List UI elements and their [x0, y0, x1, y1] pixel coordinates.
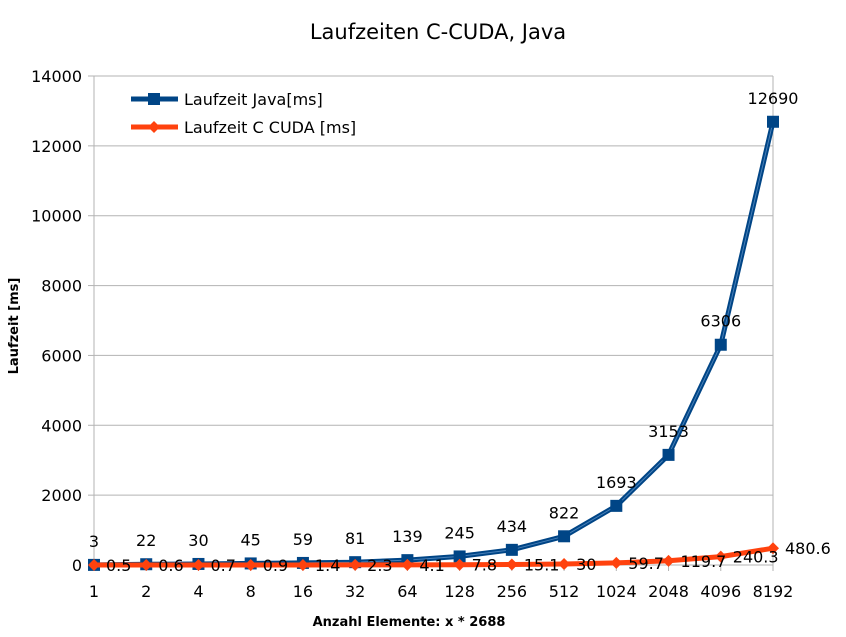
data-point-marker [401, 558, 414, 571]
data-label: 3 [89, 532, 99, 551]
y-tick-label: 6000 [41, 346, 82, 365]
y-tick-label: 12000 [31, 137, 82, 156]
x-tick-label: 128 [444, 582, 475, 601]
y-tick-label: 0 [72, 556, 82, 575]
x-tick-label: 8192 [753, 582, 794, 601]
data-point-marker [714, 338, 727, 351]
data-label: 1693 [596, 473, 637, 492]
data-label: 59 [293, 530, 313, 549]
x-tick-label: 2048 [648, 582, 689, 601]
data-label: 139 [392, 527, 423, 546]
data-point-marker [610, 499, 623, 512]
x-tick-label: 512 [549, 582, 580, 601]
legend-swatch-marker [148, 121, 160, 133]
data-label: 12690 [748, 89, 799, 108]
data-label: 22 [136, 531, 156, 550]
data-label: 6306 [700, 312, 741, 331]
chart-title: Laufzeiten C-CUDA, Java [310, 20, 566, 44]
data-label: 1.4 [315, 556, 340, 575]
data-label: 119.7 [681, 552, 727, 571]
x-tick-label: 1024 [596, 582, 637, 601]
y-axis-label: Laufzeit [ms] [7, 278, 22, 375]
data-label: 45 [241, 530, 261, 549]
data-point-marker [505, 543, 518, 556]
data-point-marker [662, 448, 675, 461]
data-point-marker [767, 542, 779, 555]
gridlines [94, 75, 773, 566]
y-tick-label: 14000 [31, 67, 82, 86]
data-label: 7.8 [472, 556, 497, 575]
data-label: 3153 [648, 422, 689, 441]
x-tick-label: 256 [497, 582, 528, 601]
data-label: 2.3 [367, 556, 392, 575]
axes [88, 75, 774, 571]
y-tick-labels: 0 2000 4000 6000 8000 10000 12000 14000 [31, 67, 82, 575]
data-label: 81 [345, 529, 365, 548]
x-tick-label: 2 [141, 582, 151, 601]
data-point-marker [296, 558, 309, 571]
data-labels: 3 22 30 45 59 81 139 245 434 822 1693 3153 6306 12690… [89, 89, 831, 575]
data-point-marker [192, 558, 205, 571]
data-point-marker [505, 558, 518, 571]
data-label: 434 [497, 517, 528, 536]
series-lines [88, 115, 779, 571]
data-label: 59.7 [628, 554, 664, 573]
series-line-highlight [93, 121, 774, 566]
legend-label: Laufzeit Java[ms] [184, 90, 323, 109]
data-label: 240.3 [733, 548, 779, 567]
x-tick-label: 4 [193, 582, 203, 601]
x-tick-label: 64 [397, 582, 417, 601]
data-label: 245 [444, 523, 475, 542]
data-point-marker [88, 558, 100, 571]
data-point-marker [558, 530, 571, 543]
x-tick-label: 16 [293, 582, 313, 601]
x-axis-label: Anzahl Elemente: x * 2688 [313, 615, 506, 630]
legend-swatch-marker [148, 93, 160, 105]
data-point-marker [349, 558, 362, 571]
data-point-marker [140, 558, 153, 571]
data-label: 30 [576, 555, 596, 574]
data-point-marker [610, 556, 623, 569]
x-tick-label: 4096 [700, 582, 741, 601]
data-label: 480.6 [785, 539, 831, 558]
data-point-marker [453, 550, 466, 563]
series-line [93, 121, 776, 568]
data-label: 0.7 [210, 556, 235, 575]
data-label: 822 [549, 503, 580, 522]
x-tick-label: 8 [246, 582, 256, 601]
x-tick-label: 32 [345, 582, 365, 601]
data-point-marker [714, 550, 727, 563]
data-label: 30 [188, 531, 208, 550]
data-label: 4.1 [419, 556, 444, 575]
data-point-marker [244, 558, 257, 571]
data-label: 0.5 [106, 556, 131, 575]
legend-label: Laufzeit C CUDA [ms] [184, 118, 356, 137]
data-label: 0.9 [263, 556, 288, 575]
y-tick-label: 2000 [41, 486, 82, 505]
series-line [94, 545, 774, 568]
data-point-marker [453, 558, 466, 571]
data-point-marker [767, 115, 779, 128]
data-label: 0.6 [158, 556, 183, 575]
y-tick-label: 4000 [41, 416, 82, 435]
data-point-marker [558, 557, 571, 570]
y-tick-label: 10000 [31, 207, 82, 226]
x-tick-labels: 1 2 4 8 16 32 64 128 256 512 1024 2048 4096 8192 [89, 582, 793, 601]
data-label: 15.1 [524, 555, 560, 574]
legend: Laufzeit Java[ms] Laufzeit C CUDA [ms] [131, 90, 356, 137]
y-tick-label: 8000 [41, 277, 82, 296]
data-point-marker [662, 554, 675, 567]
x-tick-label: 1 [89, 582, 99, 601]
